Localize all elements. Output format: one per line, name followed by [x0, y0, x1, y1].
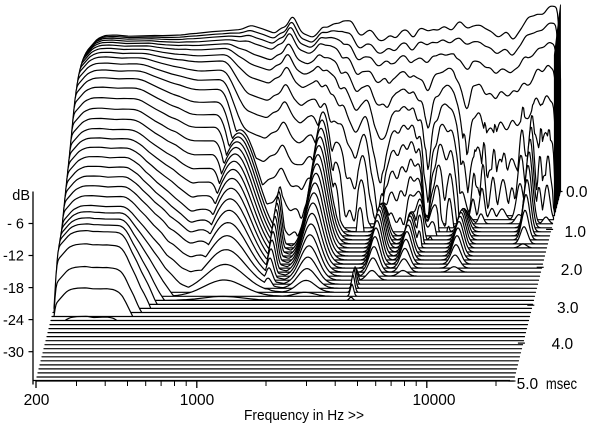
svg-text:-12: -12	[3, 249, 24, 265]
svg-text:1.0: 1.0	[565, 224, 587, 241]
svg-text:-24: -24	[3, 313, 24, 329]
svg-text:0.0: 0.0	[566, 184, 588, 201]
svg-text:10000: 10000	[412, 392, 455, 409]
svg-text:4.0: 4.0	[552, 336, 574, 353]
svg-text:msec: msec	[546, 376, 577, 393]
svg-text:-18: -18	[3, 281, 24, 297]
svg-text:1000: 1000	[180, 392, 215, 409]
svg-text:-30: -30	[3, 345, 24, 361]
svg-text:3.0: 3.0	[557, 300, 579, 317]
svg-text:200: 200	[24, 392, 50, 409]
svg-text:- 6: - 6	[7, 217, 24, 233]
svg-text:5.0: 5.0	[517, 376, 539, 393]
svg-text:Frequency in Hz >>: Frequency in Hz >>	[244, 407, 364, 424]
svg-text:2.0: 2.0	[561, 262, 583, 279]
svg-text:dB: dB	[12, 188, 30, 204]
